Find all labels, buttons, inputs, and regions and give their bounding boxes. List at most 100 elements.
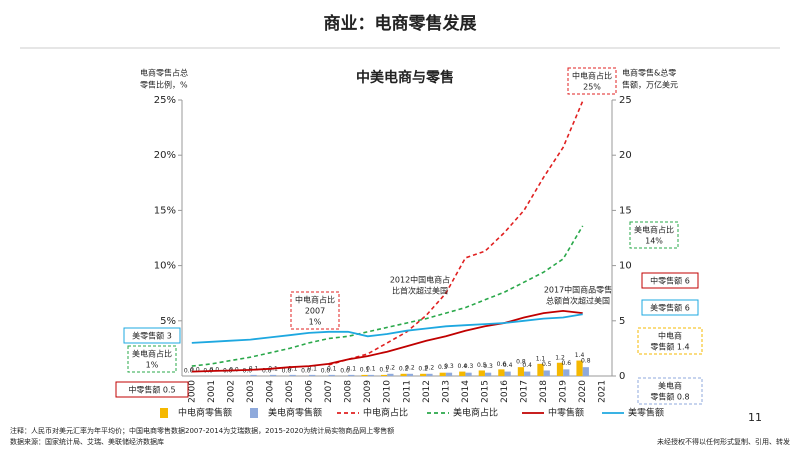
bar xyxy=(524,371,531,376)
x-tick-label: 2002 xyxy=(226,380,236,403)
bar xyxy=(445,372,453,376)
legend-label: 中零售额 xyxy=(548,407,584,419)
bar-value-label: 0.1 xyxy=(379,366,389,373)
bar xyxy=(348,374,355,376)
x-tick-label: 2009 xyxy=(363,380,373,403)
bar-value-label: 1.4 xyxy=(575,352,585,359)
bar-value-label: 0.4 xyxy=(522,362,532,369)
bar-value-label: 0.3 xyxy=(464,363,474,370)
bar xyxy=(420,373,427,376)
x-tick-label: 2018 xyxy=(539,380,549,403)
x-tick-label: 2004 xyxy=(265,380,275,403)
x-tick-label: 2006 xyxy=(305,380,315,403)
callout-box xyxy=(641,272,699,289)
bar xyxy=(478,370,485,376)
callout-box xyxy=(641,299,699,316)
legend-label: 美电商占比 xyxy=(453,407,498,419)
callout-text: 零售额 1.4 xyxy=(650,342,689,352)
bar-value-label: 0.2 xyxy=(405,364,415,371)
x-tick-label: 2010 xyxy=(383,380,393,403)
bar-value-label: 0.2 xyxy=(425,364,435,371)
bar-value-label: 0.6 xyxy=(497,361,507,368)
callout-text: 2007 xyxy=(305,307,325,316)
callout-text: 中电商占比 xyxy=(572,71,612,81)
callout-box xyxy=(637,327,703,355)
bar xyxy=(543,370,550,376)
bar-value-label: 0.6 xyxy=(561,360,571,367)
y2-tick-label: 20 xyxy=(619,150,632,161)
callout-box xyxy=(123,327,181,344)
bar xyxy=(556,362,564,376)
y2-tick-label: 25 xyxy=(619,95,632,106)
chart-title: 中美电商与零售 xyxy=(356,69,454,86)
y-tick-label: 20% xyxy=(154,150,176,161)
footnote: 数据来源：国家统计局、艾瑞、美联储经济数据库 xyxy=(10,437,164,446)
bar-value-label: 0.5 xyxy=(477,362,487,369)
bar xyxy=(380,374,388,376)
legend-label: 美零售额 xyxy=(628,407,664,419)
bar xyxy=(426,373,433,376)
y2-tick-label: 10 xyxy=(619,261,632,272)
callout-box xyxy=(127,345,177,373)
bar xyxy=(289,374,296,376)
y2-tick-label: 15 xyxy=(619,205,632,216)
bar-value-label: 0.2 xyxy=(418,365,428,372)
callout-text: 零售额 0.8 xyxy=(650,392,689,402)
callout-text: 14% xyxy=(645,237,663,246)
page-number: 11 xyxy=(748,411,762,424)
bar xyxy=(269,374,277,376)
callout-text: 美电商占比 xyxy=(132,349,172,359)
line xyxy=(328,100,584,366)
x-tick-label: 2012 xyxy=(422,380,432,403)
callout-text: 比首次超过美国 xyxy=(392,286,448,296)
footnote: 注释：人民币对美元汇率为年平均价；中国电商零售数据2007-2014为艾瑞数据，… xyxy=(10,426,394,435)
x-tick-label: 2021 xyxy=(598,380,608,403)
bar-value-label: 1.2 xyxy=(555,354,565,361)
bar-value-label: 0.3 xyxy=(438,364,448,371)
bar-value-label: 0.0 xyxy=(262,368,272,375)
bar-value-label: 0.4 xyxy=(503,362,513,369)
bar-value-label: 0.3 xyxy=(483,363,493,370)
rights-note: 未经授权不得以任何形式复制、引用、转发 xyxy=(657,437,790,446)
bar-value-label: 0.8 xyxy=(581,358,591,365)
bar-value-label: 0.1 xyxy=(366,365,376,372)
x-tick-label: 2003 xyxy=(246,380,256,403)
y-tick-label: 25% xyxy=(154,95,176,106)
callout-text: 1% xyxy=(146,361,159,370)
legend-swatch xyxy=(160,408,168,418)
y-tick-label: 5% xyxy=(160,316,176,327)
x-tick-label: 2011 xyxy=(402,380,412,403)
bar xyxy=(309,374,316,376)
bar xyxy=(537,363,544,376)
bar-value-label: 0.2 xyxy=(386,364,396,371)
callout-text: 25% xyxy=(583,83,601,92)
bar xyxy=(576,360,583,376)
callout-text: 中零售额 0.5 xyxy=(128,385,175,395)
bar xyxy=(582,367,589,376)
bar-value-label: 0.2 xyxy=(399,365,409,372)
x-tick-label: 2007 xyxy=(324,380,334,403)
bar xyxy=(387,373,394,376)
y2-axis-label: 电商零售&总零 xyxy=(622,68,676,78)
bar xyxy=(367,374,374,376)
x-tick-label: 2000 xyxy=(187,380,197,403)
y2-tick-label: 5 xyxy=(619,316,625,327)
bar xyxy=(517,367,525,376)
bar-value-label: 0.5 xyxy=(542,361,552,368)
bar xyxy=(439,372,446,376)
bar-value-label: 0.0 xyxy=(190,367,200,374)
bar-value-label: 0.3 xyxy=(444,363,454,370)
bar-value-label: 0.0 xyxy=(321,368,331,375)
bar-value-label: 0.1 xyxy=(288,365,298,372)
slide-title: 商业：电商零售发展 xyxy=(324,13,477,34)
x-tick-label: 2008 xyxy=(344,380,354,403)
bar-value-label: 0.0 xyxy=(184,368,194,375)
callout-text: 2012中国电商占 xyxy=(390,275,450,285)
y2-axis-label: 售额，万亿美元 xyxy=(622,80,678,90)
bar-value-label: 0.0 xyxy=(282,368,292,375)
bar-value-label: 0.1 xyxy=(360,366,370,373)
bar xyxy=(406,373,414,376)
x-tick-label: 2005 xyxy=(285,380,295,403)
bar xyxy=(361,374,368,376)
